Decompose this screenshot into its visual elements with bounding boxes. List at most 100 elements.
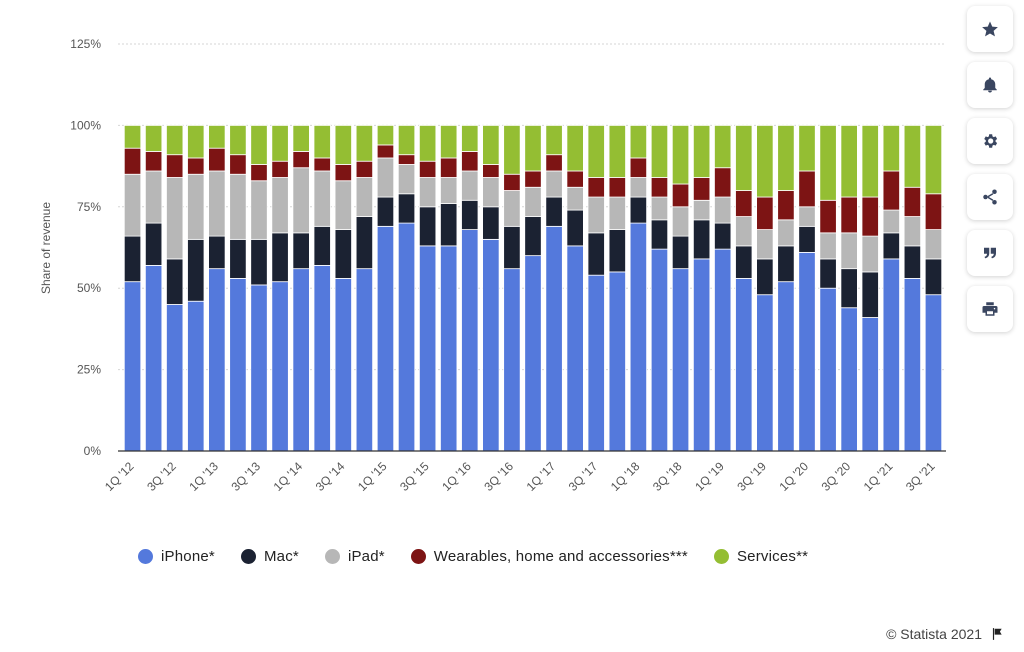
bar-segment (524, 216, 542, 257)
bar-segment (440, 203, 458, 247)
bar-segment (587, 232, 605, 276)
notification-button[interactable] (967, 62, 1013, 108)
bar-segment (418, 125, 437, 162)
bar-segment (355, 125, 374, 162)
bar-segment (924, 258, 943, 296)
x-tick-label: 3Q '17 (566, 459, 601, 494)
quote-icon (984, 247, 996, 259)
bar-segment (819, 258, 837, 289)
legend-item[interactable]: iPhone* (138, 548, 215, 565)
bar-segment (123, 125, 142, 149)
y-tick-label: 100% (70, 118, 101, 132)
legend-marker (713, 548, 729, 564)
bar-segment (187, 238, 205, 302)
share-button[interactable] (967, 174, 1013, 220)
bar-segment (650, 248, 669, 452)
bar-segment (187, 300, 205, 452)
bar-segment (608, 177, 626, 198)
x-tick-label: 1Q '12 (102, 459, 137, 494)
bar-segment (819, 199, 837, 234)
bar-segment (250, 284, 268, 452)
bar-segment (461, 125, 479, 152)
bar-segment (461, 229, 479, 452)
bar-segment (397, 222, 416, 452)
bar-segment (166, 304, 184, 452)
cite-button[interactable] (967, 230, 1013, 276)
bar-segment (566, 125, 584, 172)
favorite-button[interactable] (967, 6, 1013, 52)
bar-segment (777, 125, 795, 191)
bar-segment (482, 238, 500, 452)
bar-segment (629, 222, 648, 452)
bar-segment (250, 125, 268, 165)
bar-segment (861, 125, 879, 198)
bar-segment (208, 170, 226, 237)
bar-segment (692, 177, 711, 201)
legend-label: Services** (736, 547, 809, 565)
print-button[interactable] (967, 286, 1013, 332)
x-tick-label: 1Q '20 (776, 459, 811, 494)
bar-segment (166, 258, 184, 305)
legend-item[interactable]: Services** (713, 547, 809, 565)
bar-segment (650, 219, 669, 250)
legend-item[interactable]: iPad* (324, 548, 385, 565)
bar-segment (397, 154, 416, 165)
bar-segment (524, 255, 542, 452)
bar-segment (524, 170, 542, 188)
bar-segment (461, 170, 479, 201)
bar-segment (418, 206, 437, 247)
bar-segment (271, 177, 289, 234)
bar-segment (334, 229, 352, 279)
bar-segment (376, 125, 395, 146)
bar-segment (355, 177, 374, 217)
bar-segment (819, 287, 837, 452)
bar-segment (756, 125, 774, 198)
bar-segment (566, 186, 584, 211)
legend-item[interactable]: Wearables, home and accessories*** (410, 548, 688, 565)
x-tick-label: 1Q '13 (186, 459, 221, 494)
bar-segment (482, 206, 500, 240)
y-tick-label: 50% (77, 281, 101, 295)
bar-segment (840, 268, 858, 309)
x-tick-label: 3Q '20 (819, 459, 854, 494)
bar-segment (819, 125, 837, 201)
bar-segment (861, 235, 879, 273)
bar-segment (482, 125, 500, 165)
bar-segment (714, 125, 732, 169)
bar-segment (524, 186, 542, 217)
bar-segment (587, 125, 605, 178)
chart-legend: iPhone* Mac* iPad* Wearables, home and acce… (138, 544, 808, 568)
bar-segment (924, 229, 943, 260)
settings-button[interactable] (967, 118, 1013, 164)
bar-segment (692, 199, 711, 221)
bar-segment (545, 225, 563, 452)
bar-segment (714, 222, 732, 250)
legend-label: iPhone* (161, 547, 215, 565)
x-tick-label: 3Q '16 (481, 459, 516, 494)
bar-segment (882, 209, 900, 234)
x-tick-label: 1Q '18 (608, 459, 643, 494)
bar-segment (903, 278, 922, 452)
bar-segment (840, 232, 858, 270)
x-tick-label: 1Q '16 (439, 459, 474, 494)
bar-segment (503, 173, 521, 191)
bar-segment (861, 196, 879, 237)
bar-segment (418, 177, 437, 208)
y-axis-label: Share of revenue (39, 202, 53, 294)
bar-segment (144, 222, 163, 266)
bar-segment (629, 177, 648, 198)
bar-segment (208, 268, 226, 452)
bar-segment (271, 281, 289, 452)
flag-icon[interactable] (990, 627, 1004, 641)
bar-segment (313, 170, 331, 227)
gear-icon (984, 134, 998, 148)
bar-segment (566, 170, 584, 188)
bar-segment (671, 235, 690, 270)
bar-segment (608, 125, 626, 178)
bar-segment (334, 125, 352, 165)
bar-segment (313, 265, 331, 452)
bar-segment (587, 196, 605, 234)
legend-item[interactable]: Mac* (240, 548, 299, 565)
bar-segment (397, 125, 416, 156)
bar-segment (882, 170, 900, 211)
